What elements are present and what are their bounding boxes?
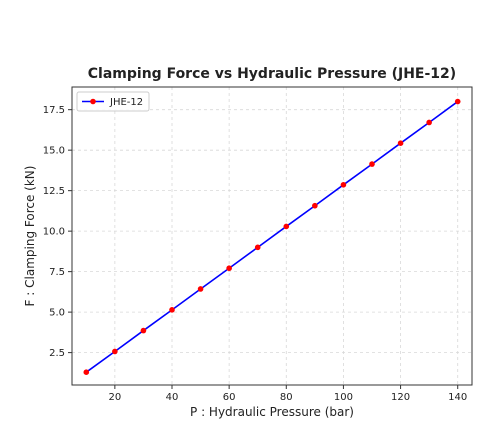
x-tick-label: 60 xyxy=(223,392,236,403)
y-axis-label: F : Clamping Force (kN) xyxy=(23,166,37,307)
x-tick-label: 120 xyxy=(391,392,410,403)
data-point xyxy=(426,119,432,126)
x-tick-label: 40 xyxy=(166,392,179,403)
data-point xyxy=(312,202,318,209)
y-tick-label: 15.0 xyxy=(43,146,65,157)
data-point xyxy=(112,348,118,355)
y-tick-label: 17.5 xyxy=(43,105,65,116)
series-layer xyxy=(83,98,461,376)
data-point xyxy=(197,286,204,292)
data-point xyxy=(397,140,404,146)
plot-frame xyxy=(71,86,473,386)
data-point xyxy=(226,265,232,272)
data-point xyxy=(140,327,147,334)
x-tick-label: 140 xyxy=(448,392,467,403)
legend-marker-swatch xyxy=(90,98,96,105)
chart-title: Clamping Force vs Hydraulic Pressure (JH… xyxy=(88,66,456,82)
y-tick-label: 12.5 xyxy=(43,186,65,197)
x-axis-label: P : Hydraulic Pressure (bar) xyxy=(190,405,354,419)
x-tick-label: 20 xyxy=(108,392,121,403)
legend: JHE-12 xyxy=(76,91,150,112)
y-tick-label: 7.5 xyxy=(49,267,65,278)
axes xyxy=(71,86,473,386)
x-tick-label: 80 xyxy=(280,392,293,403)
data-point xyxy=(254,244,261,251)
x-tick-label: 100 xyxy=(334,392,353,403)
y-tick-label: 2.5 xyxy=(49,348,65,359)
x-axis-ticks: 20 40 60 80 100 120 140 xyxy=(108,385,467,403)
data-point xyxy=(83,369,90,376)
series-line-0 xyxy=(85,100,459,373)
data-point xyxy=(169,307,175,313)
data-point xyxy=(369,161,375,167)
data-point xyxy=(454,98,461,105)
legend-entry-jhe-12: JHE-12 xyxy=(109,97,143,108)
data-point xyxy=(283,223,290,230)
y-tick-label: 5.0 xyxy=(49,308,65,319)
data-point xyxy=(340,182,347,188)
y-tick-label: 10.0 xyxy=(43,227,65,238)
y-axis-ticks: 2.5 5.0 7.5 10.0 12.5 15.0 17.5 xyxy=(43,105,72,359)
legend-box xyxy=(76,91,150,112)
